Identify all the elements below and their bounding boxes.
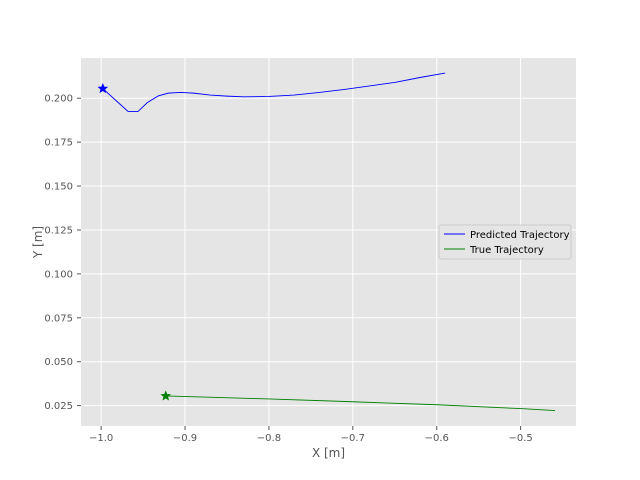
- y-axis-ticks: 0.025 0.050 0.075 0.100 0.125 0.150 0.175 0.200: [44, 94, 81, 412]
- x-tick-label: −0.7: [341, 433, 365, 444]
- y-tick-label: 0.200: [44, 94, 73, 105]
- y-tick-label: 0.125: [44, 225, 73, 236]
- x-axis-label: X [m]: [312, 446, 345, 460]
- x-tick-label: −0.8: [257, 433, 281, 444]
- legend-label-predicted: Predicted Trajectory: [470, 230, 570, 241]
- y-tick-label: 0.075: [44, 313, 73, 324]
- series-line-predicted-trajectory: [102, 72, 446, 112]
- x-tick-label: −0.5: [508, 433, 532, 444]
- y-tick-label: 0.050: [44, 357, 73, 368]
- y-tick-label: 0.025: [44, 401, 73, 412]
- x-tick-label: −0.6: [425, 433, 449, 444]
- x-axis-ticks: −1.0 −0.9 −0.8 −0.7 −0.6 −0.5: [89, 426, 533, 444]
- legend: Predicted Trajectory True Trajectory: [438, 224, 572, 260]
- y-tick-label: 0.150: [44, 182, 73, 193]
- y-tick-label: 0.100: [44, 269, 73, 280]
- series-line-true-trajectory: [165, 395, 556, 411]
- x-tick-label: −0.9: [173, 433, 197, 444]
- x-tick-label: −1.0: [89, 433, 113, 444]
- legend-box: [438, 224, 572, 260]
- y-axis-label: Y [m]: [31, 226, 45, 259]
- start-marker-true-trajectory: [160, 390, 172, 401]
- series-layer: [97, 72, 556, 411]
- y-tick-label: 0.175: [44, 138, 73, 149]
- legend-label-true: True Trajectory: [469, 245, 544, 256]
- start-marker-predicted-trajectory: [97, 82, 109, 94]
